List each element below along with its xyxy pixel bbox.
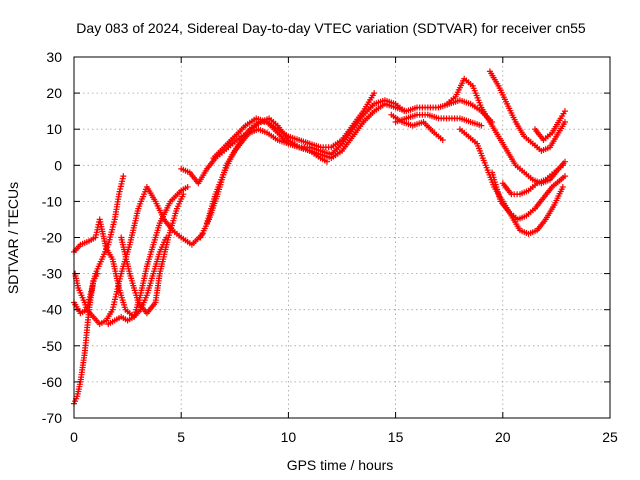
series-arc-10 bbox=[210, 90, 378, 162]
series-arc-17 bbox=[489, 169, 568, 223]
data-point-marker bbox=[559, 183, 566, 190]
x-tick-label: 15 bbox=[388, 429, 404, 445]
data-point-marker bbox=[561, 173, 568, 180]
data-point-marker bbox=[561, 108, 568, 115]
y-tick-label: 30 bbox=[46, 49, 62, 65]
data-point-marker bbox=[120, 173, 127, 180]
y-tick-label: -50 bbox=[42, 338, 62, 354]
tick-labels: 0 5 10 15 20 25 -70 -60 -50 -40 -30 -20 -10 0 10 20 30 bbox=[42, 49, 618, 445]
y-tick-label: -70 bbox=[42, 410, 62, 426]
series-arc-2 bbox=[71, 183, 191, 320]
series-arc-19 bbox=[532, 108, 568, 143]
chart-title: Day 083 of 2024, Sidereal Day-to-day VTE… bbox=[76, 20, 586, 36]
series-arc-11 bbox=[392, 97, 496, 125]
series-arc-4 bbox=[72, 173, 127, 313]
data-series bbox=[71, 68, 568, 407]
data-point-marker bbox=[559, 162, 566, 169]
y-tick-label: 0 bbox=[54, 157, 62, 173]
y-axis-label: SDTVAR / TECUs bbox=[5, 182, 21, 294]
y-tick-label: -60 bbox=[42, 374, 62, 390]
y-tick-label: -40 bbox=[42, 302, 62, 318]
y-tick-label: 10 bbox=[46, 121, 62, 137]
data-point-marker bbox=[561, 158, 568, 165]
x-tick-label: 25 bbox=[602, 429, 618, 445]
x-tick-label: 0 bbox=[70, 429, 78, 445]
y-tick-label: -30 bbox=[42, 266, 62, 282]
data-point-marker bbox=[323, 158, 330, 165]
y-tick-label: -20 bbox=[42, 230, 62, 246]
data-point-marker bbox=[184, 183, 191, 190]
series-arc-6 bbox=[118, 191, 187, 317]
data-point-marker bbox=[371, 90, 378, 97]
data-point-marker bbox=[561, 118, 568, 125]
series-line bbox=[199, 103, 396, 238]
series-arc-16 bbox=[486, 68, 568, 154]
data-point-marker bbox=[478, 122, 485, 129]
series-arc-18 bbox=[499, 162, 566, 198]
x-axis-label: GPS time / hours bbox=[287, 457, 394, 473]
x-tick-label: 5 bbox=[177, 429, 185, 445]
series-arc-3 bbox=[71, 270, 101, 407]
axis-ticks bbox=[73, 56, 611, 419]
data-point-marker bbox=[439, 137, 446, 144]
series-arc-13 bbox=[392, 111, 485, 129]
data-point-marker bbox=[180, 191, 187, 198]
x-tick-label: 20 bbox=[495, 429, 511, 445]
y-tick-label: 20 bbox=[46, 85, 62, 101]
y-tick-label: -10 bbox=[42, 193, 62, 209]
x-tick-label: 10 bbox=[281, 429, 297, 445]
